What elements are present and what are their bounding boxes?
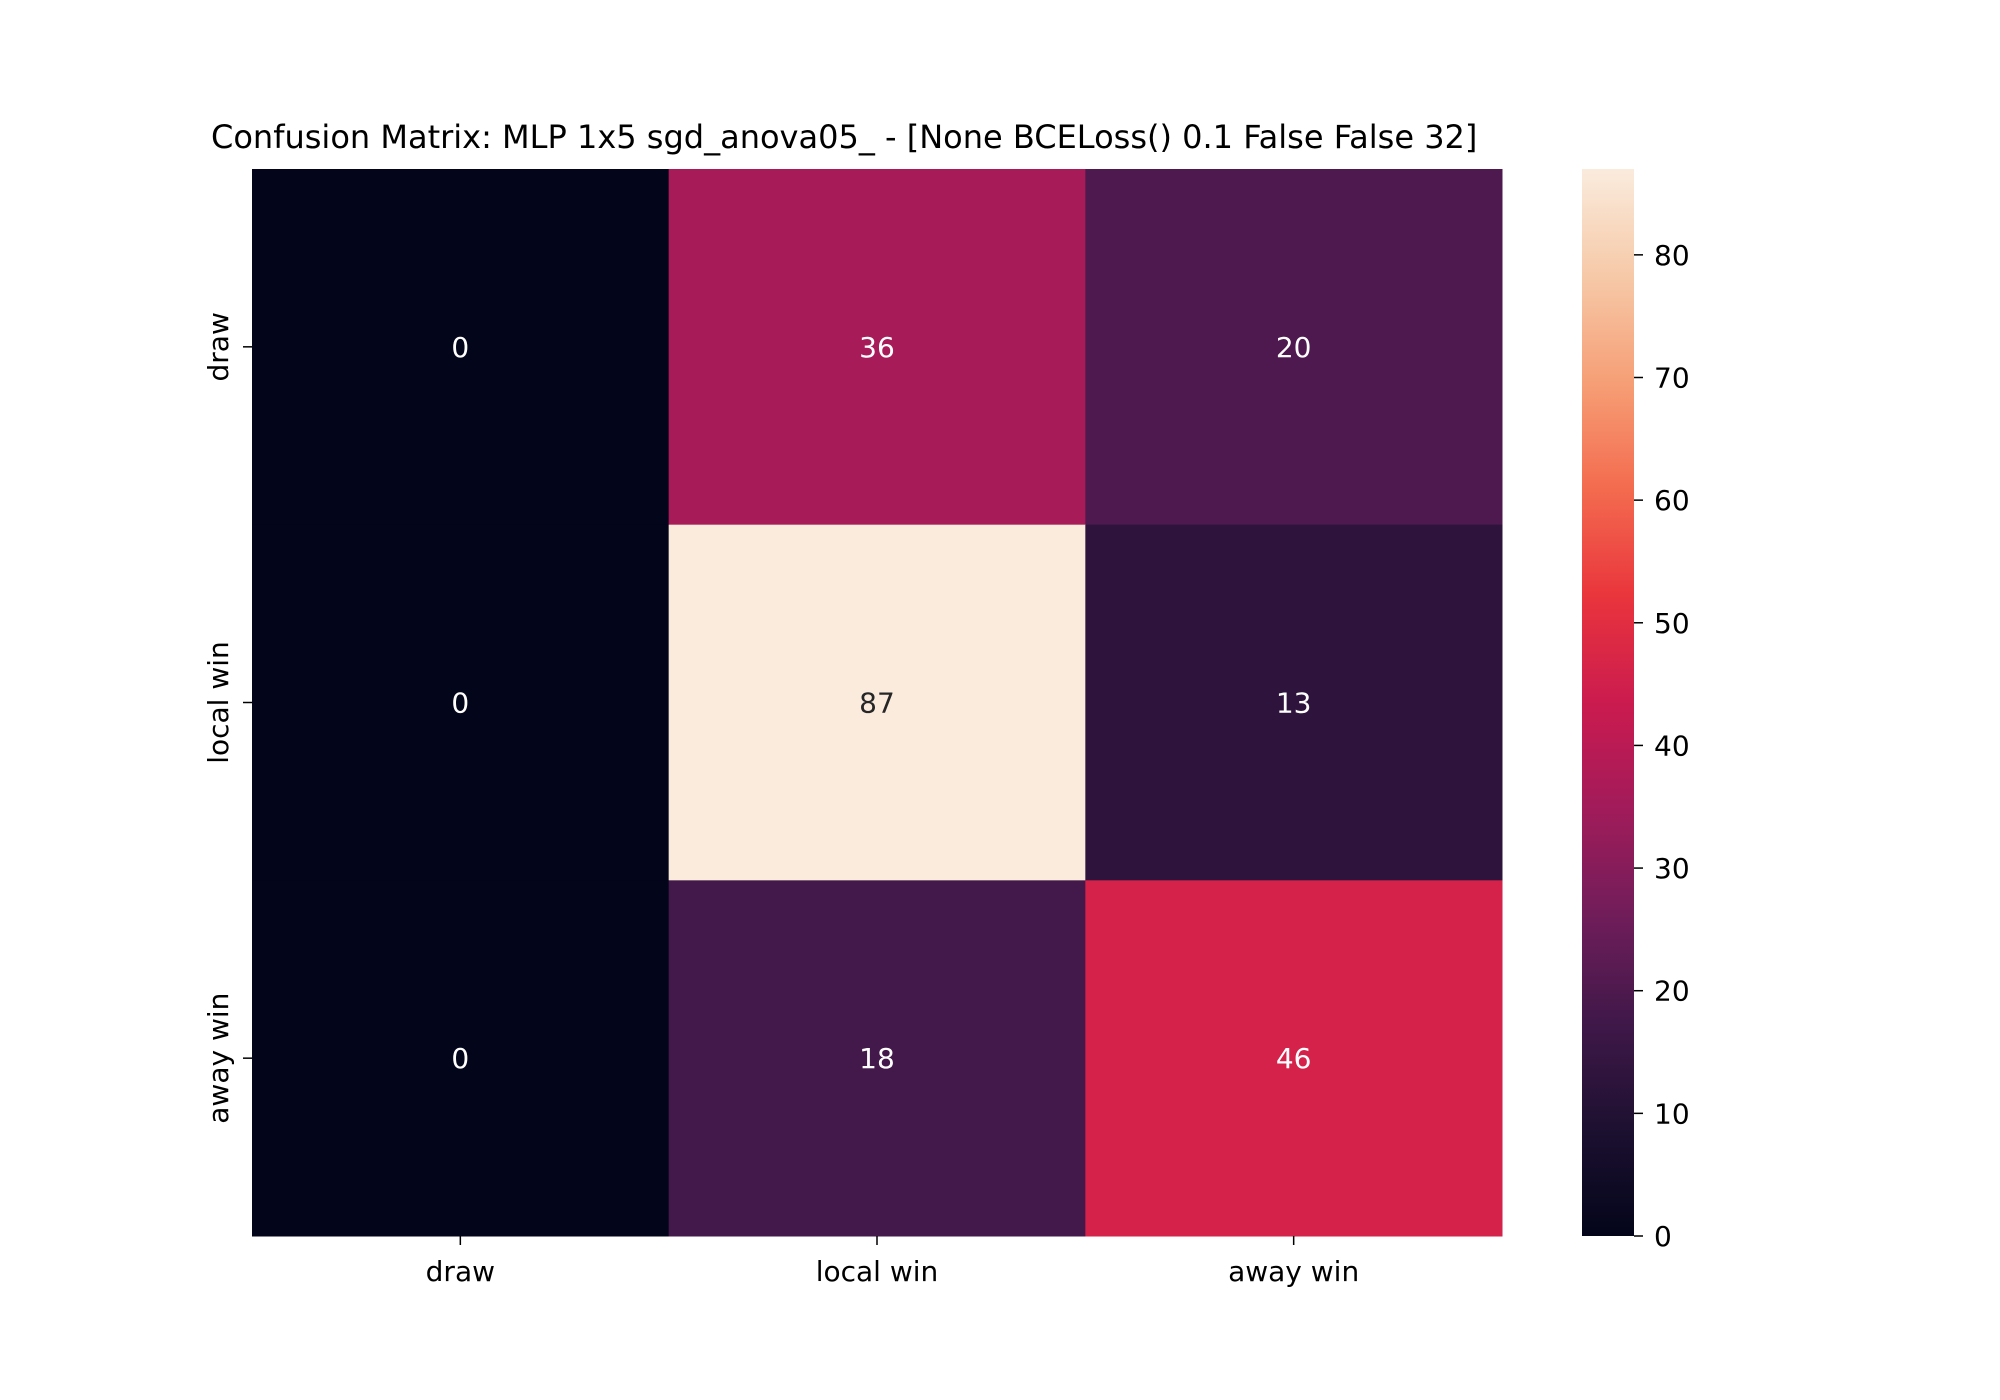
x-tick-label: draw [426,1255,495,1288]
colorbar-tick-label: 10 [1654,1097,1690,1130]
colorbar [1582,169,1634,1236]
colorbar-tick-label: 40 [1654,729,1690,762]
heatmap-cell [668,524,1086,881]
heatmap-cell [1085,880,1503,1237]
colorbar-tick-label: 50 [1654,607,1690,640]
x-tick-label: away win [1228,1255,1359,1288]
heatmap-cell [252,169,670,526]
heatmap-cell [252,524,670,881]
y-tick-label: away win [202,993,235,1124]
cell-value-label: 87 [859,687,895,720]
cell-value-label: 13 [1276,687,1312,720]
heatmap-cell [668,169,1086,526]
cell-value-label: 18 [859,1042,895,1075]
heatmap-cell [668,880,1086,1237]
colorbar-tick-label: 0 [1654,1220,1672,1253]
y-tick-label: local win [202,641,235,764]
chart-title: Confusion Matrix: MLP 1x5 sgd_anova05_ -… [211,118,1478,156]
cell-value-label: 36 [859,331,895,364]
colorbar-tick-label: 20 [1654,975,1690,1008]
cell-value-label: 20 [1276,331,1312,364]
colorbar-tick-label: 80 [1654,239,1690,272]
colorbar-tick-label: 70 [1654,361,1690,394]
x-tick-label: local win [816,1255,939,1288]
cell-value-label: 0 [451,1042,469,1075]
y-tick-label: draw [202,312,235,381]
heatmap-cell [1085,169,1503,526]
heatmap-cell [1085,524,1503,881]
cell-value-label: 0 [451,687,469,720]
cell-value-label: 46 [1276,1042,1312,1075]
colorbar-tick-label: 30 [1654,852,1690,885]
colorbar-tick-label: 60 [1654,484,1690,517]
cell-value-label: 0 [451,331,469,364]
heatmap-cell [252,880,670,1237]
